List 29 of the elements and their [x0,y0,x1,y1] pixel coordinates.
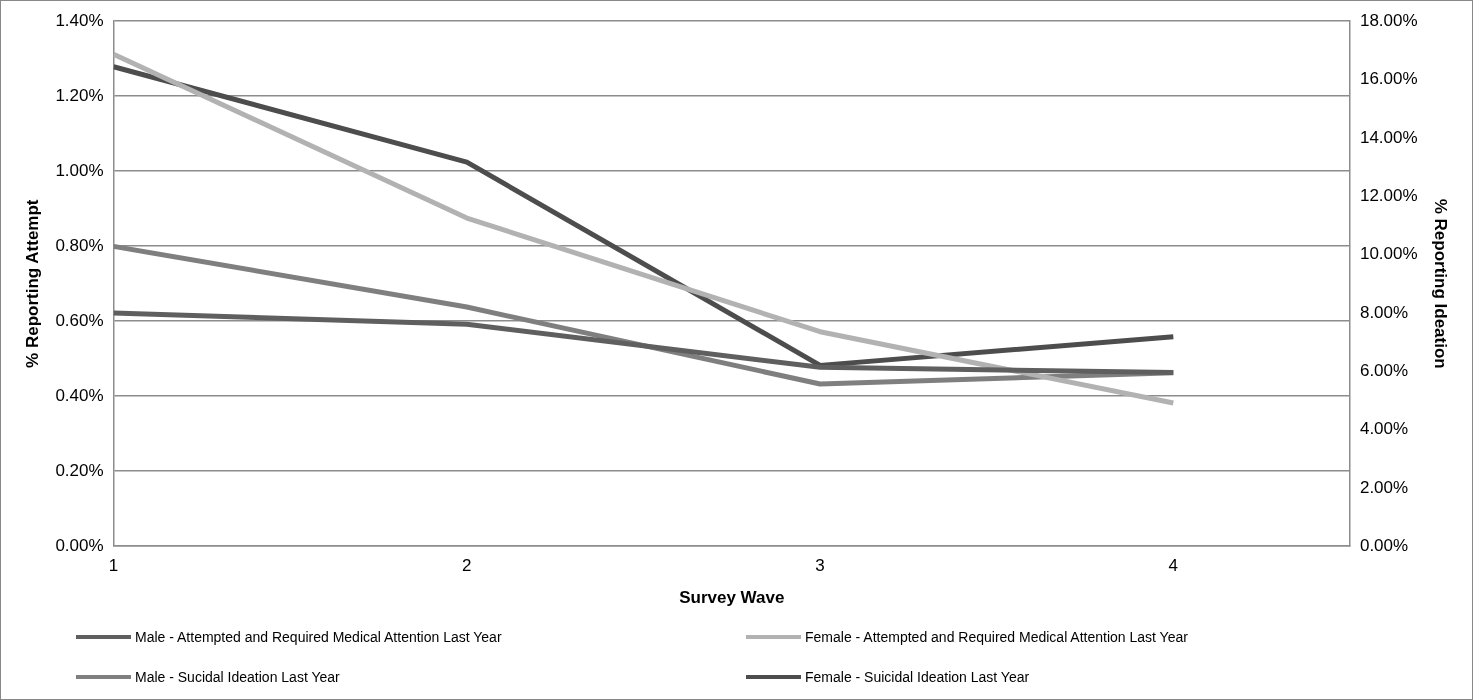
x-tick-label: 2 [462,556,472,576]
y-tick-label: 1.20% [55,85,104,105]
y-tick-label: 0.00% [55,535,104,555]
y-tick-label: 1.00% [55,160,104,180]
y2-tick-label: 8.00% [1359,302,1409,322]
x-tick-label: 1 [108,556,119,576]
y2-tick-label: 18.00% [1359,10,1418,30]
y2-tick-label: 10.00% [1359,244,1418,264]
y-tick-label: 0.60% [55,310,104,330]
legend-label: Female - Attempted and Required Medical Attention Last Year [805,629,1188,645]
y2-tick-label: 0.00% [1359,535,1409,555]
y-axis-title: % Reporting Attempt [22,199,42,368]
y2-axis-title: % Reporting Ideation [1431,198,1451,369]
y-tick-label: 0.80% [55,235,104,255]
legend-label: Male - Sucidal Ideation Last Year [135,669,340,685]
x-axis-title: Survey Wave [679,588,785,608]
y2-tick-label: 4.00% [1359,419,1409,439]
x-tick-label: 3 [815,556,825,576]
y2-tick-label: 2.00% [1359,477,1409,497]
y-tick-label: 1.40% [55,10,104,30]
y-tick-label: 0.40% [55,385,104,405]
x-tick-label: 4 [1168,556,1179,576]
legend-label: Female - Suicidal Ideation Last Year [805,669,1030,685]
y2-tick-label: 16.00% [1359,69,1418,89]
y2-tick-label: 6.00% [1359,360,1409,380]
y-tick-label: 0.20% [55,460,104,480]
y2-tick-label: 14.00% [1359,127,1418,147]
y2-tick-label: 12.00% [1359,185,1418,205]
legend-label: Male - Attempted and Required Medical Attention Last Year [135,629,502,645]
